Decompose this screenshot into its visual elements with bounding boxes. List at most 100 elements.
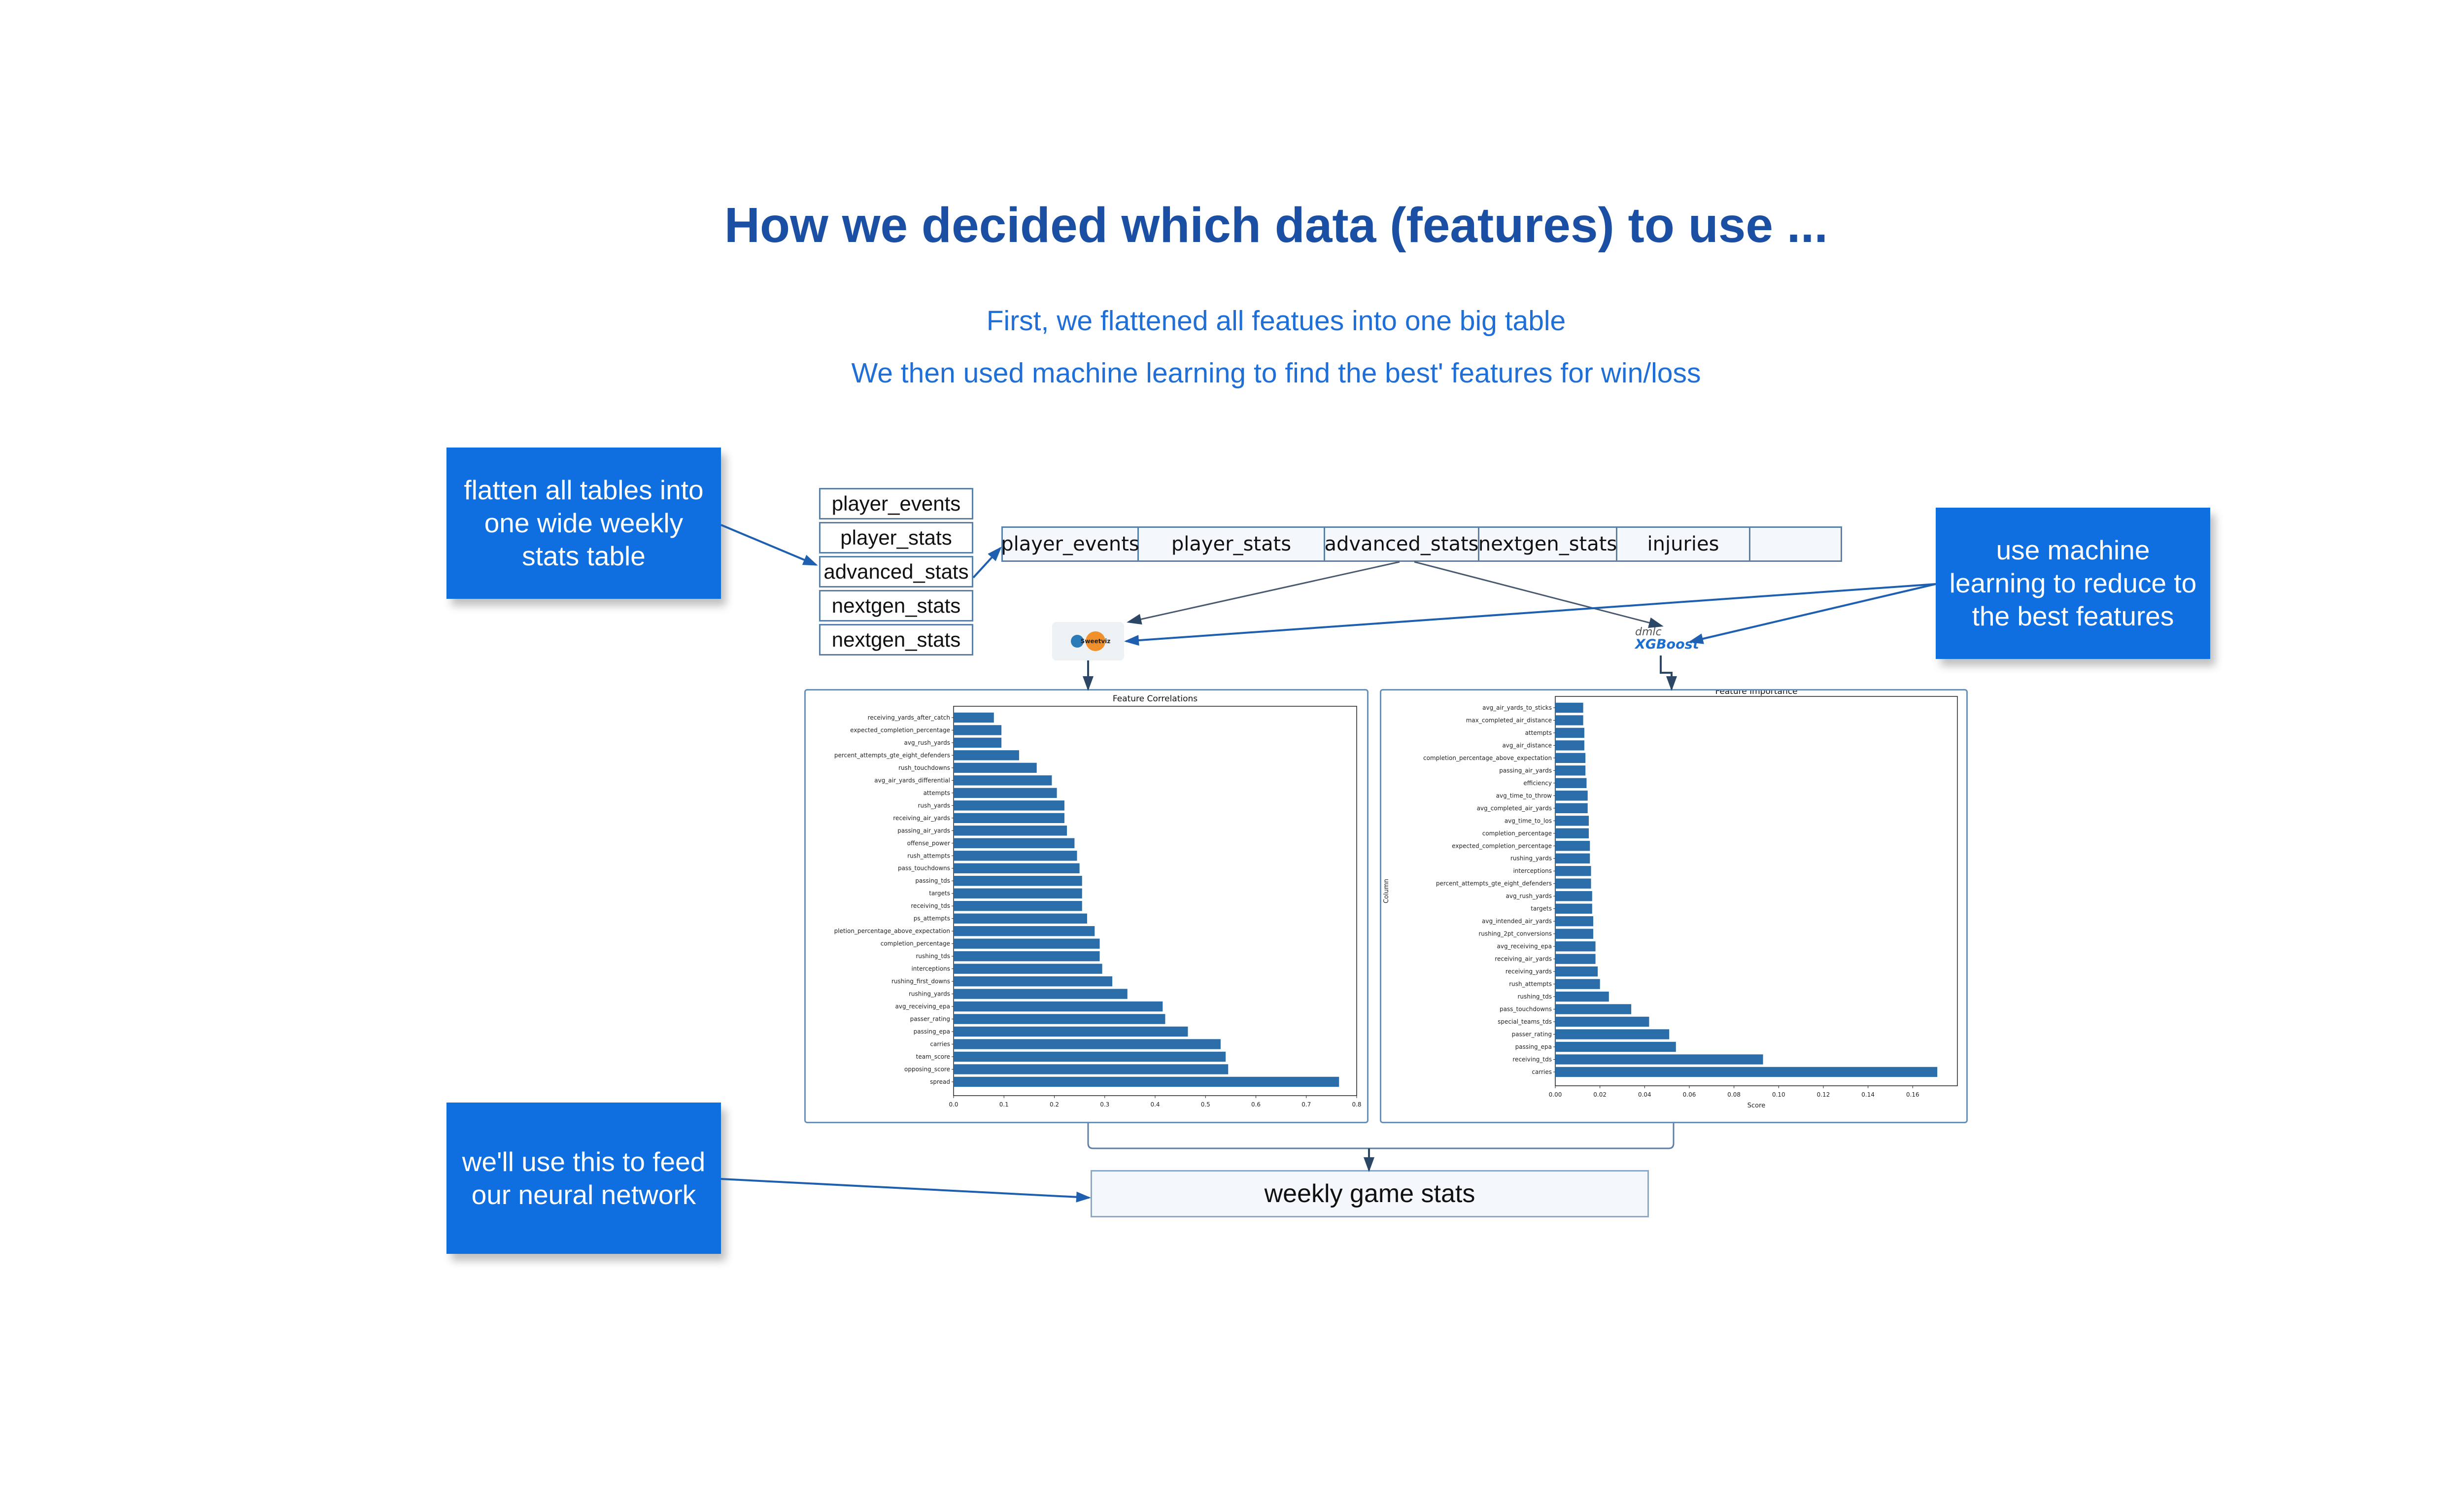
bar bbox=[1555, 828, 1589, 838]
bar bbox=[1555, 1029, 1670, 1039]
bar bbox=[954, 1076, 1339, 1087]
y-tick-label: passing_epa bbox=[1515, 1043, 1552, 1050]
y-tick-label: interceptions bbox=[1513, 867, 1552, 874]
y-tick-label: interceptions bbox=[911, 966, 950, 972]
bar bbox=[1555, 715, 1583, 725]
x-tick-label: 0.4 bbox=[1150, 1101, 1160, 1108]
y-tick-label: completion_percentage bbox=[1482, 830, 1552, 837]
bar bbox=[1555, 866, 1591, 876]
bar bbox=[1555, 791, 1588, 801]
y-tick-label: carries bbox=[1532, 1069, 1552, 1075]
callout-flatten: flatten all tables into one wide weekly … bbox=[446, 448, 721, 599]
y-tick-label: avg_air_distance bbox=[1502, 742, 1552, 749]
y-tick-label: efficiency bbox=[1523, 780, 1552, 787]
correlation-chart: Feature Correlations receiving_yards_afte… bbox=[834, 694, 1362, 1108]
bar bbox=[954, 951, 1100, 962]
subtitle-line-1: First, we flattened all featues into one… bbox=[986, 305, 1566, 337]
y-tick-label: avg_intended_air_yards bbox=[1482, 918, 1552, 925]
y-tick-label: offense_power bbox=[907, 840, 950, 847]
plot-frame bbox=[1555, 696, 1958, 1086]
arrow-wide-to-sweetviz bbox=[1127, 561, 1400, 625]
chart-title: Feature Importance bbox=[1715, 691, 1797, 696]
y-tick-label: targets bbox=[929, 890, 950, 897]
wide-cell-advanced-stats: advanced_stats bbox=[1325, 528, 1479, 560]
bar bbox=[954, 1064, 1229, 1074]
y-tick-label: pass_touchdowns bbox=[1500, 1006, 1552, 1013]
arrow-wide-to-xgboost bbox=[1414, 561, 1664, 628]
arrow-flatten-to-stack bbox=[720, 524, 818, 566]
bar bbox=[954, 851, 1077, 861]
y-tick-label: rushing_2pt_conversions bbox=[1478, 931, 1552, 937]
importance-chart: Feature Importance avg_air_yards_to_stick… bbox=[1383, 691, 1958, 1109]
y-tick-label: rush_attempts bbox=[907, 852, 950, 859]
bar bbox=[1555, 903, 1592, 914]
bar bbox=[954, 989, 1128, 999]
sweetviz-logo: Sweetviz bbox=[1052, 622, 1124, 660]
y-axis-label: Column bbox=[1383, 879, 1390, 903]
y-tick-label: targets bbox=[1531, 905, 1552, 912]
bar bbox=[1555, 1067, 1938, 1077]
x-tick-label: 0.6 bbox=[1251, 1101, 1261, 1108]
y-tick-label: avg_receiving_epa bbox=[1497, 943, 1552, 950]
xgboost-logo: XGBoost bbox=[1635, 637, 1699, 652]
y-tick-label: receiving_tds bbox=[911, 902, 950, 909]
bar bbox=[954, 1026, 1188, 1037]
source-table-player-events: player_events bbox=[819, 488, 973, 519]
y-tick-label: percent_attempts_gte_eight_defenders bbox=[834, 752, 950, 759]
y-tick-label: percent_attempts_gte_eight_defenders bbox=[1436, 880, 1552, 887]
y-tick-label: completion_percentage bbox=[881, 940, 950, 947]
bar bbox=[1555, 966, 1598, 977]
bar bbox=[1555, 1054, 1763, 1065]
x-tick-label: 0.06 bbox=[1683, 1091, 1696, 1098]
correlation-chart-panel: Feature Correlations receiving_yards_afte… bbox=[804, 689, 1369, 1123]
bar bbox=[954, 888, 1082, 898]
sweetviz-badge-icon: Sweetviz bbox=[1081, 631, 1110, 651]
y-tick-label: rush_touchdowns bbox=[898, 764, 950, 771]
bar bbox=[1555, 753, 1586, 763]
wide-cell-player-events: player_events bbox=[1001, 528, 1139, 560]
x-tick-label: 0.3 bbox=[1100, 1101, 1109, 1108]
y-tick-label: passing_air_yards bbox=[897, 827, 950, 834]
bar bbox=[1555, 891, 1592, 901]
y-tick-label: avg_air_yards_differential bbox=[874, 777, 950, 784]
wide-weekly-table: player_events player_stats advanced_stat… bbox=[1001, 526, 1842, 562]
y-tick-label: avg_completed_air_yards bbox=[1477, 805, 1552, 812]
y-tick-label: expected_completion_percentage bbox=[850, 726, 950, 733]
bar bbox=[1555, 1004, 1632, 1014]
y-tick-label: rushing_tds bbox=[1517, 993, 1552, 1000]
y-tick-label: carries bbox=[930, 1041, 950, 1048]
bar bbox=[954, 838, 1075, 848]
x-tick-label: 0.10 bbox=[1772, 1091, 1785, 1098]
bar bbox=[954, 1051, 1226, 1062]
y-tick-label: avg_receiving_epa bbox=[895, 1003, 950, 1010]
y-tick-label: receiving_yards_after_catch bbox=[868, 714, 950, 721]
sweetviz-badge-label: Sweetviz bbox=[1080, 638, 1111, 645]
arrow-xgboost-to-chart bbox=[1660, 656, 1677, 691]
bar bbox=[1555, 878, 1591, 889]
y-tick-label: attempts bbox=[924, 790, 950, 796]
y-tick-label: pass_touchdowns bbox=[898, 865, 950, 872]
bar bbox=[954, 926, 1095, 936]
bar bbox=[1555, 816, 1589, 826]
bar bbox=[1555, 1016, 1649, 1027]
bar bbox=[954, 876, 1082, 886]
y-tick-label: attempts bbox=[1525, 729, 1552, 736]
bar bbox=[1555, 727, 1584, 738]
wide-cell-empty bbox=[1750, 528, 1841, 560]
chart-title: Feature Correlations bbox=[1113, 694, 1198, 704]
wide-cell-player-stats: player_stats bbox=[1139, 528, 1325, 560]
source-table-player-stats: player_stats bbox=[819, 522, 973, 553]
y-tick-label: passing_air_yards bbox=[1499, 767, 1552, 774]
y-tick-label: receiving_tds bbox=[1512, 1056, 1552, 1063]
y-tick-label: avg_rush_yards bbox=[904, 739, 950, 746]
merge-bracket bbox=[1087, 1123, 1675, 1149]
bar bbox=[1555, 853, 1590, 863]
y-tick-label: passer_rating bbox=[910, 1016, 950, 1023]
arrow-ml-to-xgboost bbox=[1688, 583, 1936, 644]
y-tick-label: rushing_tds bbox=[916, 953, 950, 960]
y-tick-label: rush_yards bbox=[918, 802, 950, 809]
y-tick-label: receiving_air_yards bbox=[893, 815, 950, 822]
wide-cell-injuries: injuries bbox=[1617, 528, 1750, 560]
sweetviz-dot-icon bbox=[1071, 635, 1084, 648]
bar bbox=[954, 826, 1067, 836]
